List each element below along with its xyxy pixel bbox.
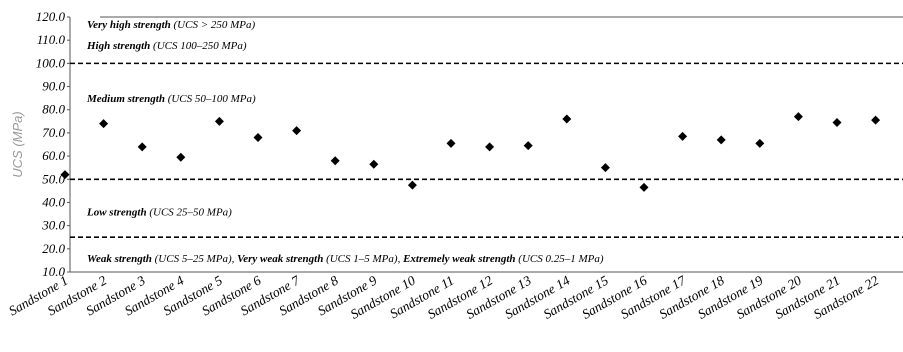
zone-label-range: (UCS > 250 MPa) bbox=[171, 19, 256, 31]
data-point bbox=[60, 170, 70, 180]
data-point bbox=[292, 126, 302, 136]
data-point bbox=[214, 116, 224, 126]
data-point bbox=[871, 115, 881, 125]
zone-label-range: (UCS 1–5 MPa), bbox=[323, 253, 403, 265]
y-tick-label: 120.0 bbox=[36, 9, 66, 24]
data-point bbox=[446, 138, 456, 148]
zone-label-strength: Very high strength bbox=[87, 19, 171, 31]
y-tick-label: 50.0 bbox=[42, 171, 65, 186]
data-point bbox=[485, 142, 495, 152]
y-tick-label: 20.0 bbox=[42, 241, 65, 256]
strength-zone-labels: Very high strength (UCS > 250 MPa) High s… bbox=[86, 19, 604, 265]
y-tick-label: 40.0 bbox=[42, 194, 65, 209]
data-point bbox=[253, 133, 263, 143]
zone-label: Weak strength (UCS 5–25 MPa), Very weak … bbox=[87, 253, 604, 265]
data-point bbox=[369, 159, 379, 169]
data-point bbox=[523, 141, 533, 151]
zone-label-range: (UCS 100–250 MPa) bbox=[150, 40, 247, 52]
y-tick-label: 30.0 bbox=[41, 218, 65, 233]
zone-label-strength: High strength bbox=[86, 40, 150, 52]
zone-label: Low strength (UCS 25–50 MPa) bbox=[86, 207, 232, 219]
zone-label-range: (UCS 5–25 MPa), bbox=[152, 253, 237, 265]
y-tick-label: 60.0 bbox=[42, 148, 65, 163]
data-point bbox=[832, 117, 842, 127]
data-point bbox=[600, 163, 610, 173]
data-point bbox=[137, 142, 147, 152]
zone-label-range: (UCS 25–50 MPa) bbox=[147, 207, 233, 219]
data-point bbox=[330, 156, 340, 166]
data-point bbox=[407, 180, 417, 190]
y-tick-label: 10.0 bbox=[42, 264, 65, 279]
zone-label-strength: Medium strength bbox=[86, 93, 165, 105]
zone-label-range: (UCS 0.25–1 MPa) bbox=[516, 253, 604, 265]
zone-label-strength: Weak strength bbox=[87, 253, 152, 265]
y-tick-label: 70.0 bbox=[42, 125, 65, 140]
data-point bbox=[716, 135, 726, 145]
zone-label: Very high strength (UCS > 250 MPa) bbox=[87, 19, 255, 31]
threshold-lines bbox=[70, 62, 903, 239]
zone-label-strength: Extremely weak strength bbox=[402, 253, 515, 265]
y-tick-labels: 10.0 20.0 30.0 40.0 50.0 60.0 70.0 80.0 90.0 100.… bbox=[36, 9, 70, 279]
data-point bbox=[678, 131, 688, 141]
zone-label: High strength (UCS 100–250 MPa) bbox=[86, 40, 247, 52]
data-point bbox=[99, 119, 109, 129]
y-tick-label: 110.0 bbox=[37, 32, 66, 47]
data-point bbox=[639, 182, 649, 192]
y-axis-label: UCS (MPa) bbox=[10, 111, 25, 177]
zone-label-strength: Low strength bbox=[86, 207, 147, 219]
data-point bbox=[755, 138, 765, 148]
y-tick-label: 80.0 bbox=[42, 102, 65, 117]
data-point bbox=[176, 152, 186, 162]
zone-label: Medium strength (UCS 50–100 MPa) bbox=[86, 93, 256, 105]
zone-label-strength: Very weak strength bbox=[237, 253, 323, 265]
data-point bbox=[793, 112, 803, 122]
y-tick-label: 90.0 bbox=[42, 79, 65, 94]
zone-label-range: (UCS 50–100 MPa) bbox=[165, 93, 256, 105]
data-point bbox=[562, 114, 572, 124]
y-tick-label: 100.0 bbox=[36, 55, 66, 70]
data-points bbox=[60, 112, 881, 192]
plot-frame bbox=[69, 16, 903, 273]
